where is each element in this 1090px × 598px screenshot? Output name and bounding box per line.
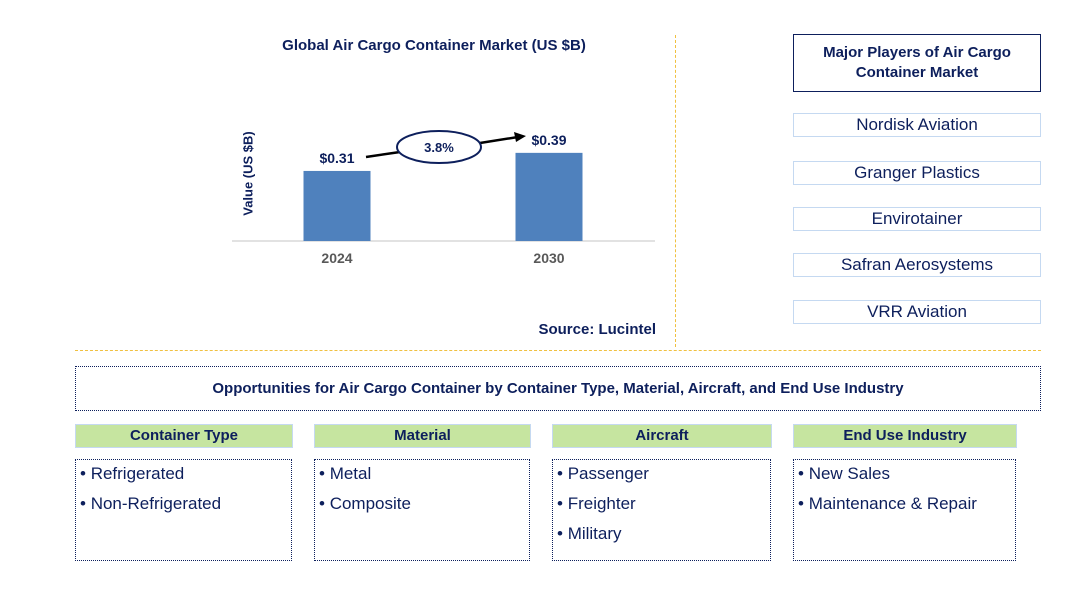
bullet-icon: • (798, 494, 809, 513)
bullet-icon: • (798, 464, 809, 483)
player-item: Envirotainer (793, 207, 1041, 231)
bar-2024 (303, 170, 371, 241)
list-item: • Freighter (557, 492, 770, 522)
bar-2030 (515, 152, 583, 241)
bullet-icon: • (557, 524, 568, 543)
list-item-label: Passenger (567, 464, 649, 483)
category-header: End Use Industry (793, 424, 1017, 448)
list-item-label: Maintenance & Repair (808, 494, 977, 513)
player-item: Safran Aerosystems (793, 253, 1041, 277)
list-item-label: Freighter (567, 494, 636, 513)
bullet-icon: • (80, 494, 91, 513)
cagr-arrow-shaft (479, 135, 519, 145)
players-title: Major Players of Air Cargo Container Mar… (793, 34, 1041, 92)
player-item: Granger Plastics (793, 161, 1041, 185)
data-label: $0.39 (531, 132, 566, 148)
player-item: VRR Aviation (793, 300, 1041, 324)
list-item: • Military (557, 522, 770, 552)
list-item: • Non-Refrigerated (80, 492, 291, 522)
bar-chart: $0.31 2024 $0.39 2030 3.8% (232, 130, 655, 266)
list-item: • Passenger (557, 462, 770, 492)
category-items: • Passenger • Freighter • Military (552, 459, 771, 561)
player-item: Nordisk Aviation (793, 113, 1041, 137)
list-item-label: Military (567, 524, 622, 543)
bullet-icon: • (557, 464, 568, 483)
category-header: Container Type (75, 424, 293, 448)
list-item-label: Composite (329, 494, 411, 513)
list-item: • Composite (319, 492, 529, 522)
bullet-icon: • (319, 494, 330, 513)
chart-title: Global Air Cargo Container Market (US $B… (282, 37, 586, 54)
cagr-arrow-tail (365, 150, 401, 159)
list-item: • Metal (319, 462, 529, 492)
list-item: • Maintenance & Repair (798, 492, 1015, 522)
category-header: Material (314, 424, 531, 448)
category-header: Aircraft (552, 424, 772, 448)
category-items: • New Sales • Maintenance & Repair (793, 459, 1016, 561)
bullet-icon: • (80, 464, 91, 483)
cagr-label: 3.8% (424, 140, 454, 155)
list-item-label: Refrigerated (90, 464, 185, 483)
data-label: $0.31 (319, 150, 354, 166)
list-item-label: Non-Refrigerated (90, 494, 222, 513)
list-item-label: Metal (329, 464, 372, 483)
arrow-head-icon (514, 132, 526, 142)
bullet-icon: • (557, 494, 568, 513)
x-tick-label: 2030 (533, 250, 564, 266)
x-tick-label: 2024 (321, 250, 352, 266)
vertical-divider (675, 35, 676, 347)
list-item: • New Sales (798, 462, 1015, 492)
bullet-icon: • (319, 464, 330, 483)
horizontal-divider (75, 350, 1041, 351)
source-label: Source: Lucintel (538, 321, 656, 338)
opportunities-title: Opportunities for Air Cargo Container by… (75, 366, 1041, 411)
category-items: • Refrigerated • Non-Refrigerated (75, 459, 292, 561)
list-item: • Refrigerated (80, 462, 291, 492)
category-items: • Metal • Composite (314, 459, 530, 561)
list-item-label: New Sales (808, 464, 890, 483)
cagr-ellipse (396, 130, 482, 164)
